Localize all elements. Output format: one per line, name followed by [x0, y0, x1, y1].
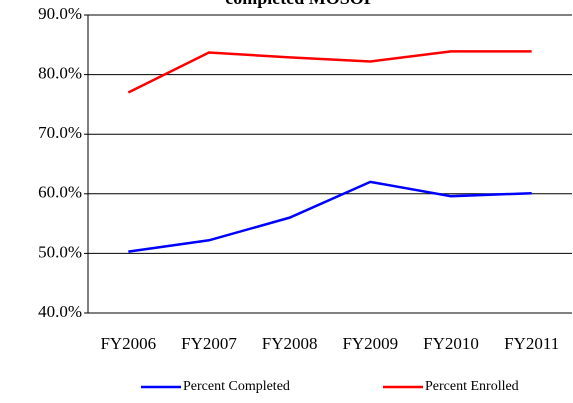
y-tick-label: 60.0% — [38, 183, 82, 202]
x-tick-label: FY2010 — [423, 334, 479, 353]
series-line — [128, 180, 532, 253]
x-tick-label: FY2006 — [100, 334, 156, 353]
x-tick-label: FY2011 — [504, 334, 559, 353]
y-tick-label: 70.0% — [38, 123, 82, 142]
y-tick-label: 90.0% — [38, 4, 82, 23]
x-tick-label: FY2007 — [181, 334, 237, 353]
legend-label: Percent Enrolled — [425, 379, 519, 394]
y-tick-label: 50.0% — [38, 242, 82, 261]
y-tick-label: 80.0% — [38, 64, 82, 83]
chart-title: completed MOSOP — [225, 0, 374, 8]
y-tick-label: 40.0% — [38, 302, 82, 321]
legend-label: Percent Completed — [183, 379, 290, 394]
x-tick-label: FY2009 — [342, 334, 398, 353]
x-tick-label: FY2008 — [262, 334, 318, 353]
series-line — [127, 50, 532, 94]
